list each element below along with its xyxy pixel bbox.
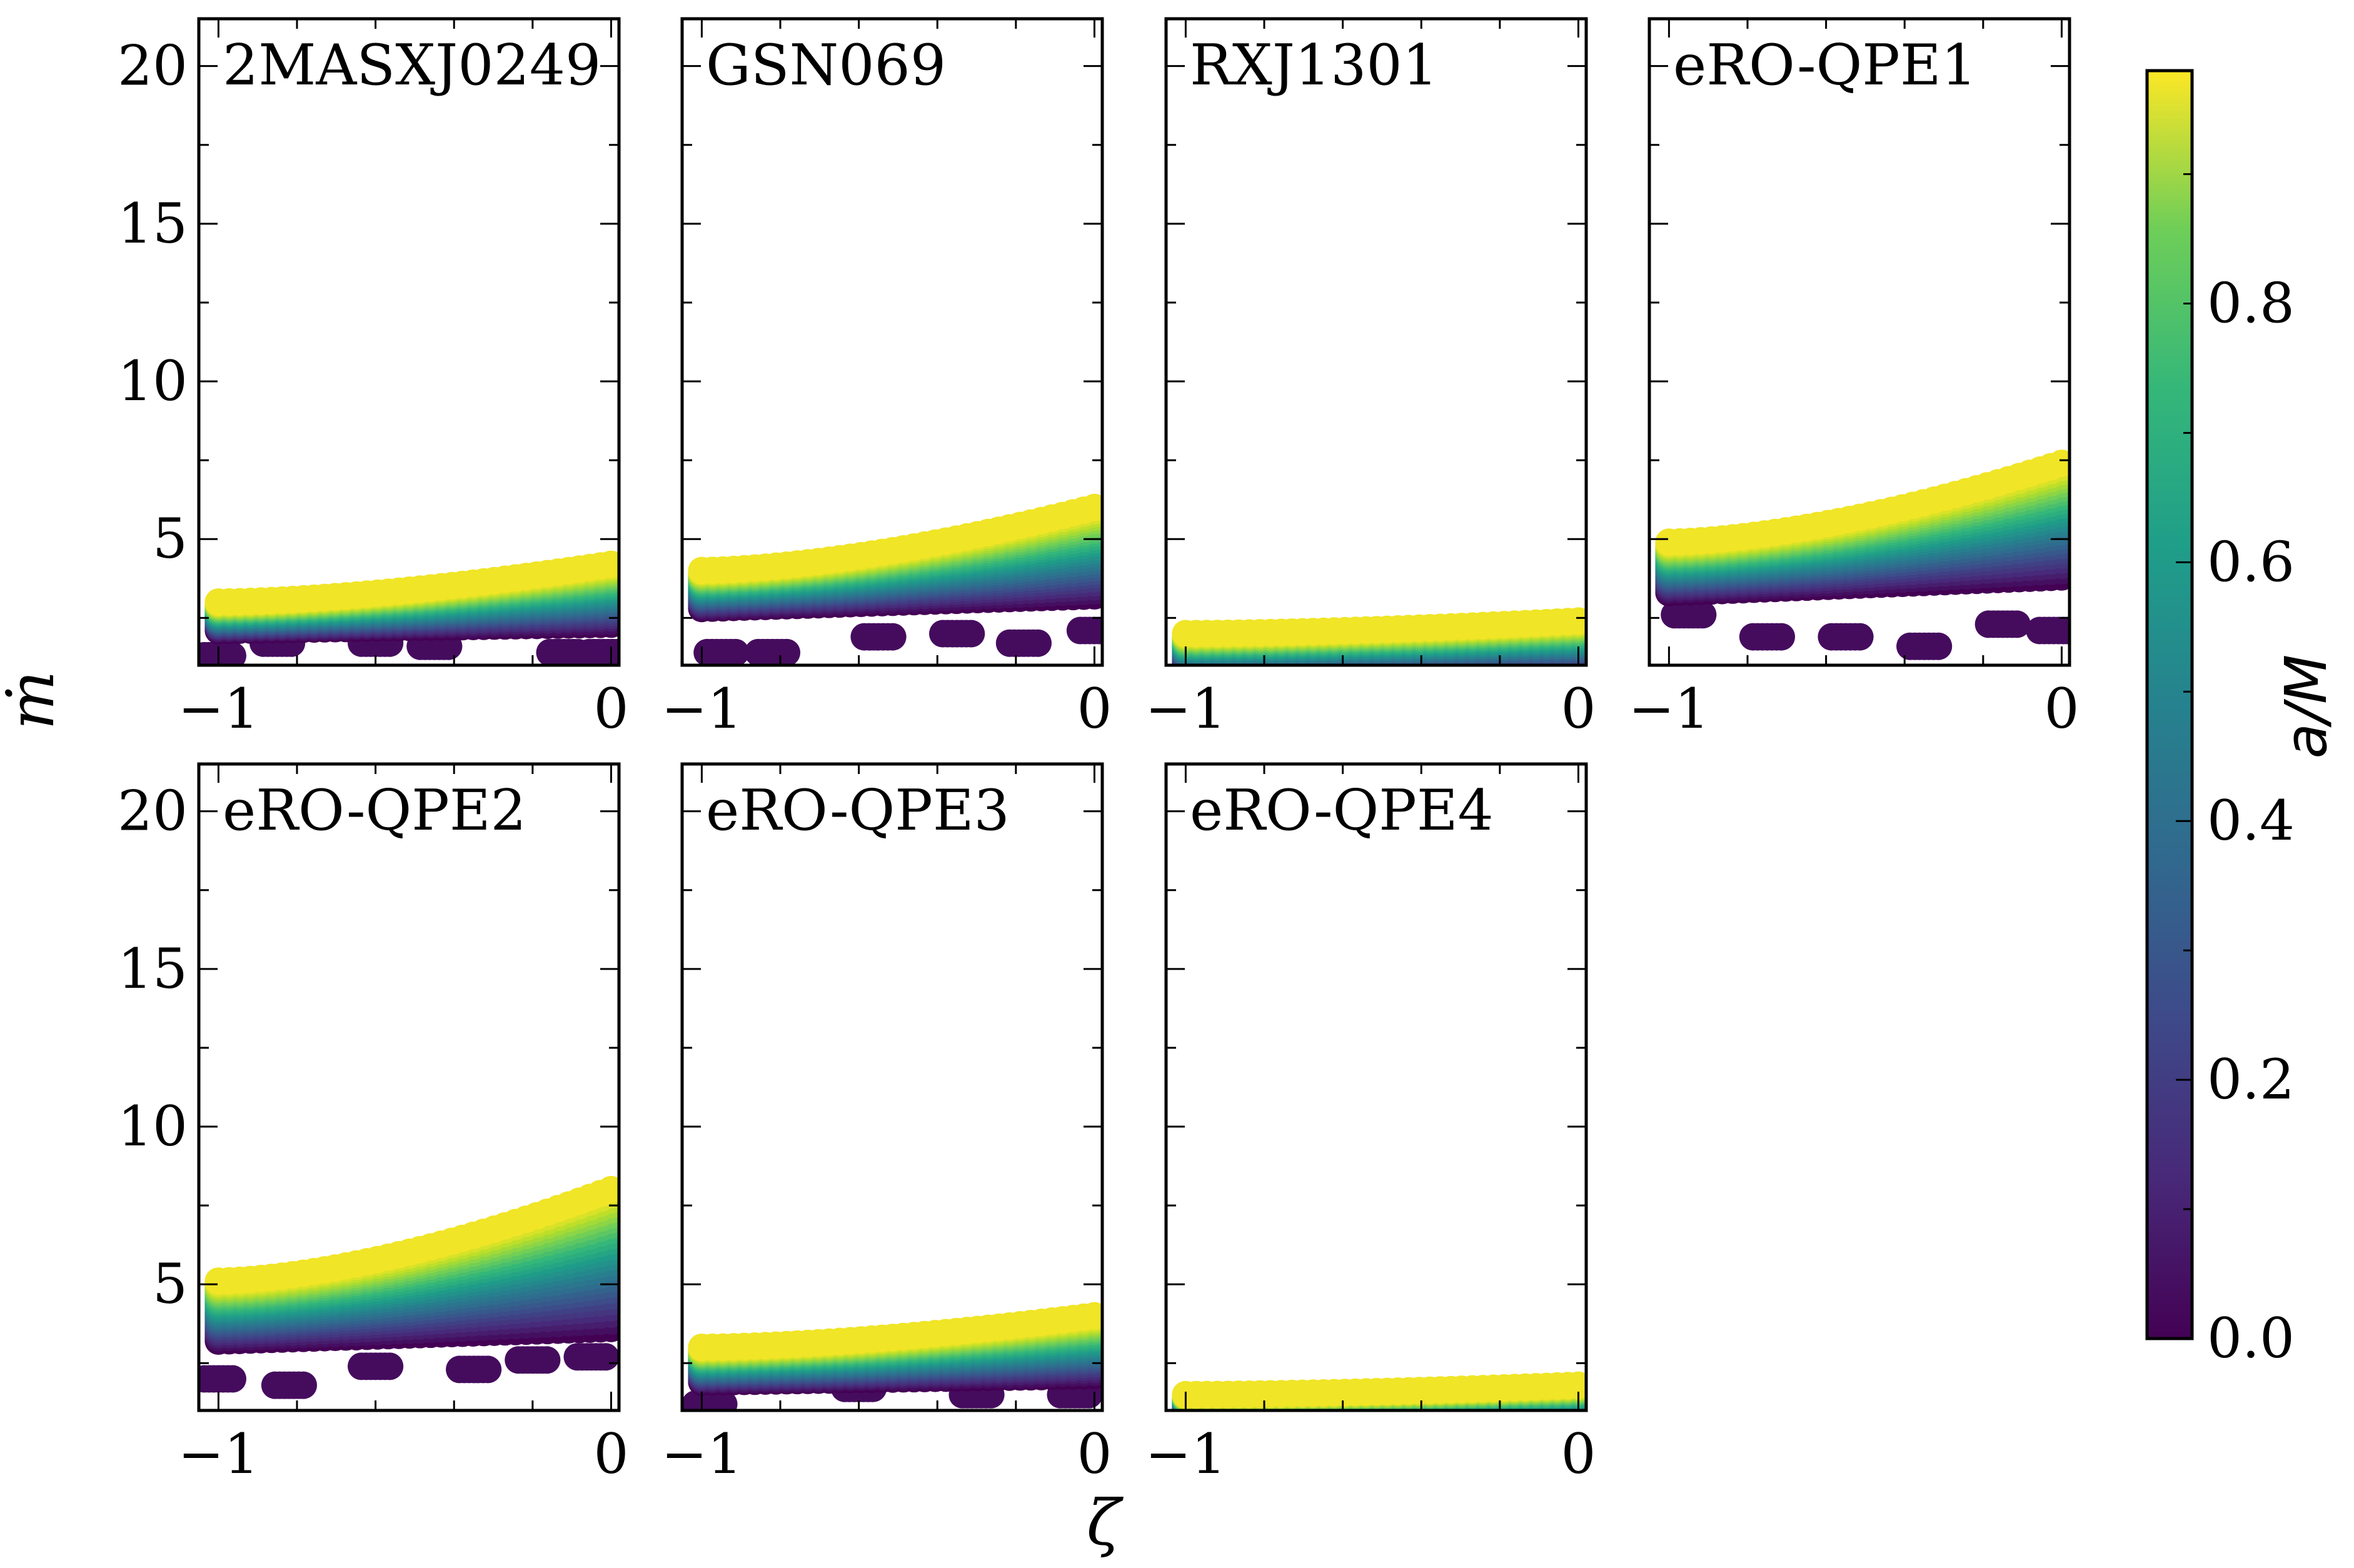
axis-ticks <box>1166 19 1586 665</box>
data-point <box>219 641 247 665</box>
y-tick-label: 10 <box>118 349 188 413</box>
panel-rxj1301: RXJ1301 −1 0 <box>1145 17 1596 741</box>
data-point <box>219 1365 247 1393</box>
data-point <box>603 638 619 665</box>
panel-title: eRO-QPE1 <box>1673 33 1977 98</box>
data-point <box>597 550 619 578</box>
data-point <box>1024 629 1052 657</box>
data-point <box>533 1346 561 1374</box>
data-point <box>1095 618 1102 643</box>
y-tick-label: 5 <box>153 506 188 571</box>
data-point <box>1924 632 1953 660</box>
x-tick-label: −1 <box>178 676 259 741</box>
axis-ticks <box>682 19 1102 665</box>
scatter-points <box>1172 607 1586 665</box>
x-tick-label: 0 <box>1561 676 1596 741</box>
x-tick-label: 0 <box>593 676 628 741</box>
x-tick-label: −1 <box>1145 676 1227 741</box>
scatter-points <box>199 550 619 665</box>
data-point <box>1689 601 1717 629</box>
scatter-points <box>199 1175 619 1399</box>
data-point <box>2054 616 2070 645</box>
x-tick-label: −1 <box>661 676 743 741</box>
panel-frame <box>680 17 1104 667</box>
data-point <box>376 1352 404 1380</box>
data-point <box>474 1355 502 1384</box>
panel-ero-qpe1: eRO-QPE1 −1 0 <box>1629 17 2079 741</box>
data-point <box>591 1343 619 1371</box>
axis-ticks <box>1649 19 2070 665</box>
data-point <box>957 620 985 648</box>
y-tick-label: 20 <box>118 34 188 98</box>
panel-2masxj0249: 2MASXJ0249 5 10 15 20 −1 0 <box>118 17 628 741</box>
data-point <box>773 638 801 665</box>
data-point <box>1846 623 1874 651</box>
data-point <box>1564 607 1586 635</box>
panel-gsn069: GSN069 −1 0 <box>661 17 1112 741</box>
data-point <box>878 623 907 651</box>
panel-title: GSN069 <box>706 33 946 98</box>
data-point <box>1768 623 1796 651</box>
scatter-points <box>1655 450 2070 660</box>
x-tick-label: −1 <box>1629 676 1710 741</box>
x-tick-label: 0 <box>2044 676 2079 741</box>
data-point <box>2003 610 2031 638</box>
data-point <box>1080 493 1102 521</box>
x-tick-label: 0 <box>1077 676 1112 741</box>
axis-ticks <box>199 19 619 665</box>
data-point <box>289 1371 318 1399</box>
panel-frame <box>197 17 621 667</box>
y-tick-label: 15 <box>118 191 188 256</box>
panel-title: 2MASXJ0249 <box>223 33 601 98</box>
panel-frame <box>1647 17 2071 667</box>
panel-frame <box>1164 17 1588 667</box>
data-point <box>1090 616 1102 645</box>
scatter-points <box>688 493 1102 665</box>
panel-title: RXJ1301 <box>1190 33 1438 98</box>
data-point <box>2048 450 2070 478</box>
data-point <box>722 638 750 665</box>
